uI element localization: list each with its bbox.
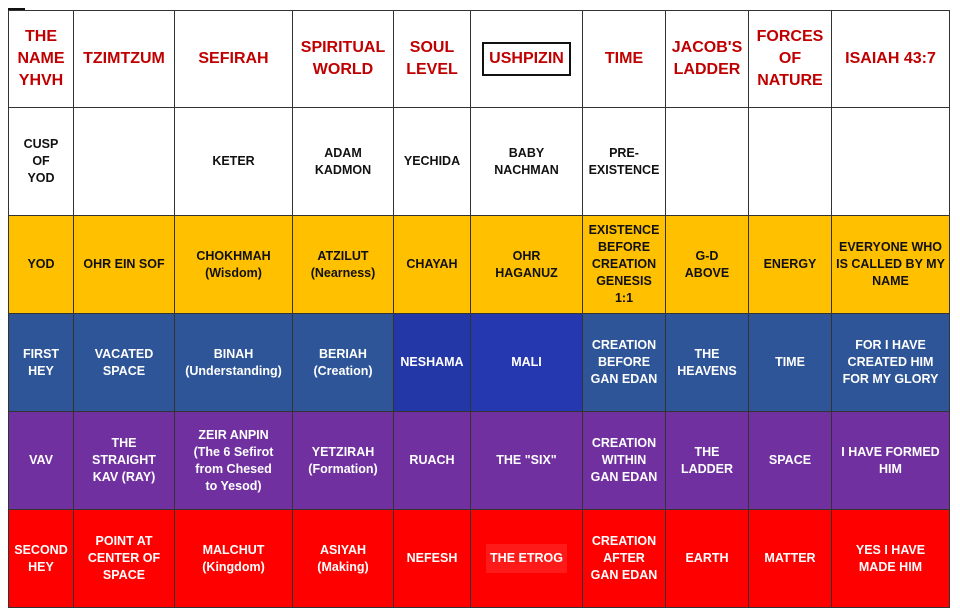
table-cell: THE STRAIGHT KAV (RAY): [73, 411, 175, 510]
table-cell: ADAM KADMON: [292, 107, 394, 216]
header-label: ISAIAH 43:7: [845, 50, 936, 67]
table-cell: THE HEAVENS: [665, 313, 749, 412]
table-cell: THE "SIX": [470, 411, 583, 510]
table-cell: OHR EIN SOF: [73, 215, 175, 314]
header-cell-sefirah: SEFIRAH: [174, 10, 293, 108]
table-cell: THE ETROG: [470, 509, 583, 608]
header-row: THE NAME YHVH TZIMTZUM SEFIRAH SPIRITUAL…: [8, 10, 950, 108]
table-cell: BABY NACHMAN: [470, 107, 583, 216]
table-cell: I HAVE FORMED HIM: [831, 411, 950, 510]
header-label: SOUL LEVEL: [406, 39, 458, 78]
table-cell: TIME: [748, 313, 832, 412]
header-cell-time: TIME: [582, 10, 666, 108]
table-cell: VACATED SPACE: [73, 313, 175, 412]
table-cell-highlighted-text: THE ETROG: [486, 544, 567, 573]
table-cell: G-D ABOVE: [665, 215, 749, 314]
table-cell: [73, 107, 175, 216]
table-cell-highlighted: NESHAMA: [393, 313, 471, 412]
table-cell: POINT AT CENTER OF SPACE: [73, 509, 175, 608]
table-cell: CREATION BEFORE GAN EDAN: [582, 313, 666, 412]
table-row: FIRST HEY VACATED SPACE BINAH (Understan…: [8, 313, 950, 412]
header-cell-spiritual-world: SPIRITUAL WORLD: [292, 10, 394, 108]
table-cell: ZEIR ANPIN (The 6 Sefirot from Chesed to…: [174, 411, 293, 510]
table-cell: CREATION WITHIN GAN EDAN: [582, 411, 666, 510]
table-cell: THE LADDER: [665, 411, 749, 510]
header-label: THE NAME YHVH: [17, 28, 65, 89]
header-cell-name-yhvh: THE NAME YHVH: [8, 10, 74, 108]
table-cell: RUACH: [393, 411, 471, 510]
table-cell: PRE- EXISTENCE: [582, 107, 666, 216]
table-cell: ATZILUT (Nearness): [292, 215, 394, 314]
table-cell: KETER: [174, 107, 293, 216]
header-cell-isaiah: ISAIAH 43:7: [831, 10, 950, 108]
table-cell: YOD: [8, 215, 74, 314]
table-cell: VAV: [8, 411, 74, 510]
table-cell: CHAYAH: [393, 215, 471, 314]
table-row: CUSP OF YOD KETER ADAM KADMON YECHIDA BA…: [8, 107, 950, 216]
header-cell-jacobs-ladder: JACOB'S LADDER: [665, 10, 749, 108]
table-cell: SECOND HEY: [8, 509, 74, 608]
table-cell: YECHIDA: [393, 107, 471, 216]
table-row: SECOND HEY POINT AT CENTER OF SPACE MALC…: [8, 509, 950, 608]
table-cell: CREATION AFTER GAN EDAN: [582, 509, 666, 608]
table-row: VAV THE STRAIGHT KAV (RAY) ZEIR ANPIN (T…: [8, 411, 950, 510]
table-cell: BERIAH (Creation): [292, 313, 394, 412]
table-cell: [665, 107, 749, 216]
table-row: YOD OHR EIN SOF CHOKHMAH (Wisdom) ATZILU…: [8, 215, 950, 314]
table-cell: EARTH: [665, 509, 749, 608]
table-cell: MALCHUT (Kingdom): [174, 509, 293, 608]
header-label-boxed: USHPIZIN: [482, 42, 571, 76]
table-cell: OHR HAGANUZ: [470, 215, 583, 314]
header-cell-soul-level: SOUL LEVEL: [393, 10, 471, 108]
table-cell: NEFESH: [393, 509, 471, 608]
table-cell: BINAH (Understanding): [174, 313, 293, 412]
table-cell: EXISTENCE BEFORE CREATION GENESIS 1:1: [582, 215, 666, 314]
header-cell-forces-of-nature: FORCES OF NATURE: [748, 10, 832, 108]
header-cell-tzimtzum: TZIMTZUM: [73, 10, 175, 108]
header-label: FORCES OF NATURE: [756, 28, 824, 89]
table-cell: YES I HAVE MADE HIM: [831, 509, 950, 608]
table-cell: ENERGY: [748, 215, 832, 314]
table-cell: MATTER: [748, 509, 832, 608]
table-cell: CHOKHMAH (Wisdom): [174, 215, 293, 314]
header-label: SPIRITUAL WORLD: [300, 39, 386, 78]
table-cell: [831, 107, 950, 216]
table-cell: [748, 107, 832, 216]
table-cell: CUSP OF YOD: [8, 107, 74, 216]
header-label: TIME: [604, 50, 644, 67]
table-cell-highlighted: MALI: [470, 313, 583, 412]
table-cell: ASIYAH (Making): [292, 509, 394, 608]
header-label: TZIMTZUM: [83, 50, 165, 67]
table-cell: FIRST HEY: [8, 313, 74, 412]
header-label: JACOB'S LADDER: [671, 39, 743, 78]
header-cell-ushpizin: USHPIZIN: [470, 10, 583, 108]
kabbalah-correspondence-table: THE NAME YHVH TZIMTZUM SEFIRAH SPIRITUAL…: [8, 10, 950, 608]
header-label: SEFIRAH: [198, 50, 269, 67]
table-cell: SPACE: [748, 411, 832, 510]
table-cell: EVERYONE WHO IS CALLED BY MY NAME: [831, 215, 950, 314]
table-cell: FOR I HAVE CREATED HIM FOR MY GLORY: [831, 313, 950, 412]
table-cell: YETZIRAH (Formation): [292, 411, 394, 510]
